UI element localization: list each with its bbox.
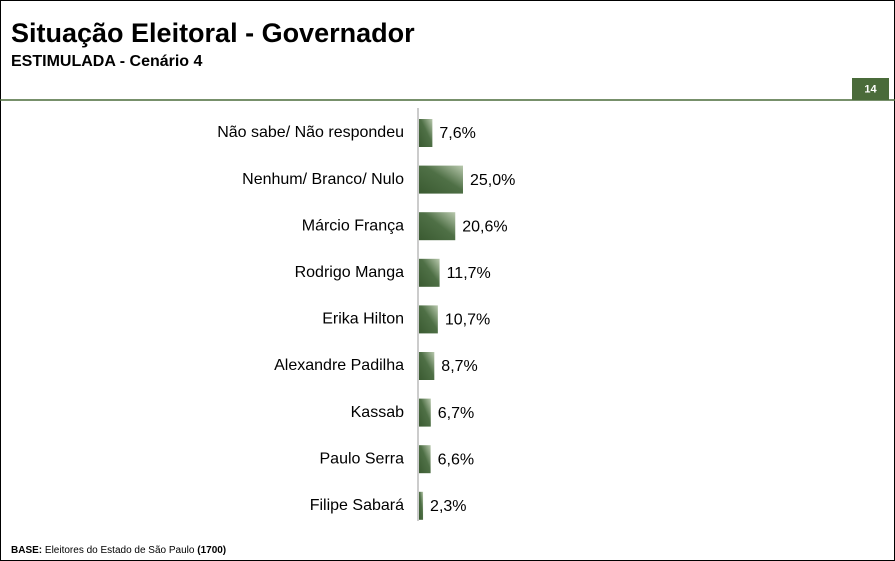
category-label: Não sabe/ Não respondeu xyxy=(217,124,404,141)
bar xyxy=(419,445,431,474)
value-label: 2,3% xyxy=(430,498,466,515)
value-label: 20,6% xyxy=(462,218,507,235)
page-number-box xyxy=(852,78,889,100)
category-label: Rodrigo Manga xyxy=(295,264,405,281)
category-label: Alexandre Padilha xyxy=(274,357,404,374)
category-label: Filipe Sabará xyxy=(310,497,404,514)
value-label: 11,7% xyxy=(447,265,491,282)
footer-text: Eleitores do Estado de São Paulo xyxy=(45,545,195,556)
footer-sample: (1700) xyxy=(197,545,226,556)
bar xyxy=(419,165,463,194)
bar xyxy=(419,305,438,334)
slide-subtitle: ESTIMULADA - Cenário 4 xyxy=(11,53,203,70)
page-number: 14 xyxy=(864,83,877,95)
category-label: Márcio França xyxy=(302,217,404,234)
bar xyxy=(419,398,431,427)
bar xyxy=(419,491,424,520)
value-label: 7,6% xyxy=(439,125,475,142)
bar xyxy=(419,258,440,287)
category-label: Kassab xyxy=(351,404,404,421)
slide-title: Situação Eleitoral - Governador xyxy=(11,18,415,48)
value-label: 25,0% xyxy=(470,172,515,189)
value-label: 6,7% xyxy=(438,405,474,422)
category-label: Paulo Serra xyxy=(320,450,405,467)
value-label: 10,7% xyxy=(445,312,490,329)
bar xyxy=(419,119,433,147)
value-label: 6,6% xyxy=(438,451,474,468)
footer-label: BASE: xyxy=(11,545,42,556)
value-label: 8,7% xyxy=(441,358,477,375)
category-label: Nenhum/ Branco/ Nulo xyxy=(242,171,404,188)
category-label: Erika Hilton xyxy=(322,311,404,328)
bar xyxy=(419,212,456,241)
footer-note: BASE: Eleitores do Estado de São Paulo (… xyxy=(11,545,226,556)
bar xyxy=(419,352,435,380)
